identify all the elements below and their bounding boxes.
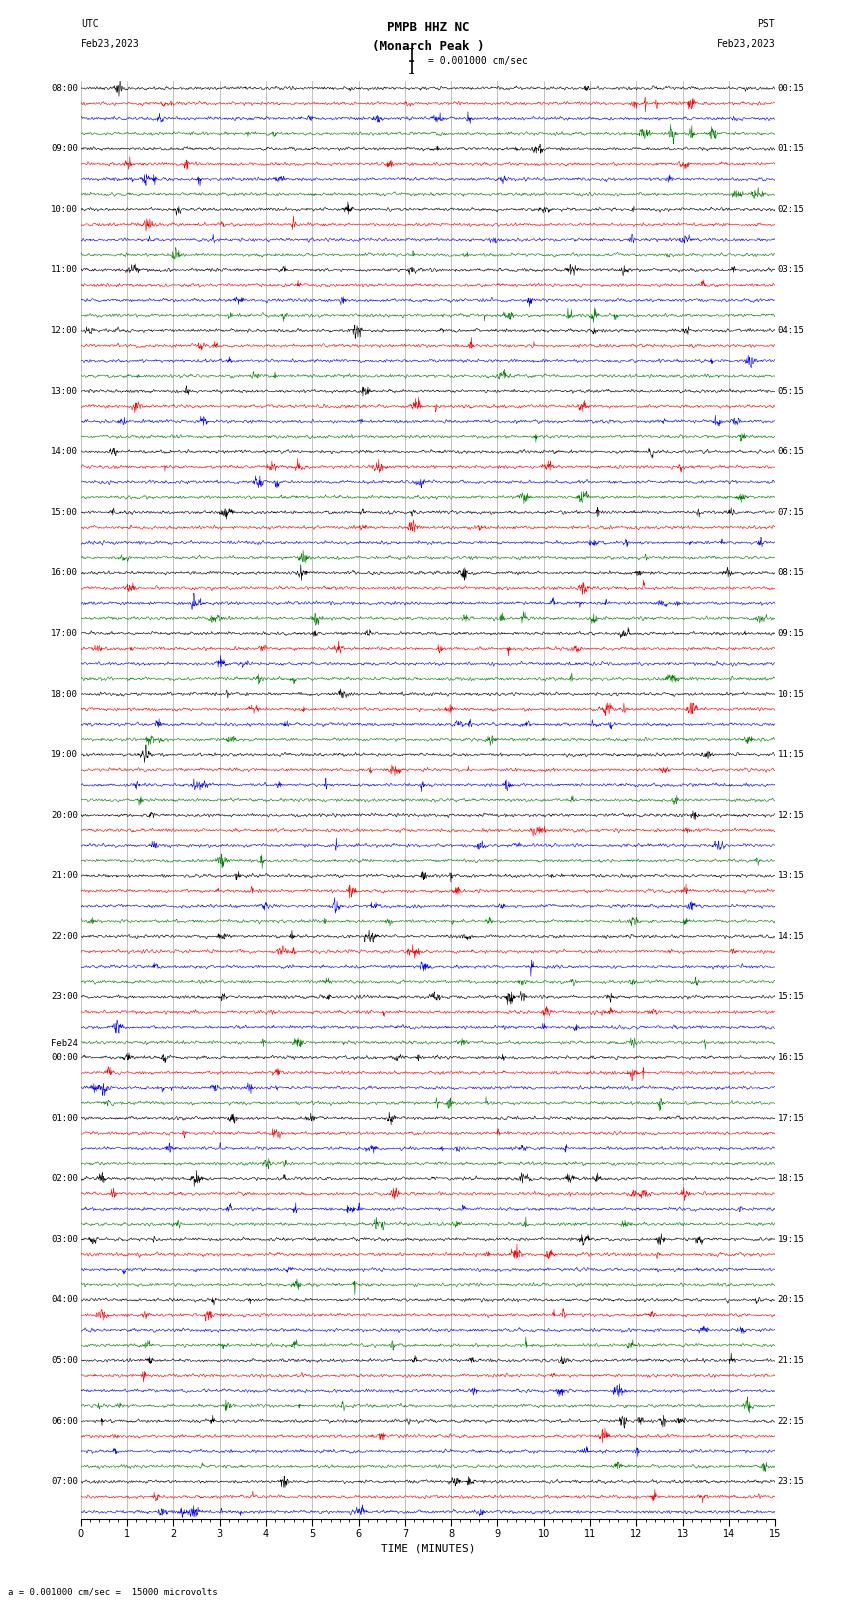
Text: a = 0.001000 cm/sec =  15000 microvolts: a = 0.001000 cm/sec = 15000 microvolts [8, 1587, 218, 1597]
Text: 17:00: 17:00 [51, 629, 78, 639]
Text: 04:15: 04:15 [778, 326, 805, 336]
Text: 22:15: 22:15 [778, 1416, 805, 1426]
Text: 13:15: 13:15 [778, 871, 805, 881]
Text: PMPB HHZ NC: PMPB HHZ NC [387, 21, 469, 34]
Text: 15:15: 15:15 [778, 992, 805, 1002]
Text: 10:15: 10:15 [778, 689, 805, 698]
Text: 08:15: 08:15 [778, 568, 805, 577]
Text: 18:15: 18:15 [778, 1174, 805, 1184]
Text: 17:15: 17:15 [778, 1113, 805, 1123]
Text: 19:00: 19:00 [51, 750, 78, 760]
X-axis label: TIME (MINUTES): TIME (MINUTES) [381, 1544, 475, 1553]
Text: = 0.001000 cm/sec: = 0.001000 cm/sec [428, 56, 528, 66]
Text: 06:15: 06:15 [778, 447, 805, 456]
Text: 04:00: 04:00 [51, 1295, 78, 1305]
Text: 07:00: 07:00 [51, 1478, 78, 1486]
Text: 00:15: 00:15 [778, 84, 805, 92]
Text: 09:15: 09:15 [778, 629, 805, 639]
Text: 03:00: 03:00 [51, 1236, 78, 1244]
Text: 01:15: 01:15 [778, 144, 805, 153]
Text: 19:15: 19:15 [778, 1236, 805, 1244]
Text: 16:00: 16:00 [51, 568, 78, 577]
Text: 11:00: 11:00 [51, 266, 78, 274]
Text: 11:15: 11:15 [778, 750, 805, 760]
Text: (Monarch Peak ): (Monarch Peak ) [371, 40, 484, 53]
Text: 10:00: 10:00 [51, 205, 78, 215]
Text: 08:00: 08:00 [51, 84, 78, 92]
Text: UTC: UTC [81, 19, 99, 29]
Text: 22:00: 22:00 [51, 932, 78, 940]
Text: 14:15: 14:15 [778, 932, 805, 940]
Text: 18:00: 18:00 [51, 689, 78, 698]
Text: 12:00: 12:00 [51, 326, 78, 336]
Text: 21:00: 21:00 [51, 871, 78, 881]
Text: 20:00: 20:00 [51, 811, 78, 819]
Text: Feb24: Feb24 [51, 1039, 78, 1048]
Text: 06:00: 06:00 [51, 1416, 78, 1426]
Text: 05:15: 05:15 [778, 387, 805, 395]
Text: 23:00: 23:00 [51, 992, 78, 1002]
Text: 14:00: 14:00 [51, 447, 78, 456]
Text: 09:00: 09:00 [51, 144, 78, 153]
Text: Feb23,2023: Feb23,2023 [81, 39, 139, 48]
Text: 02:00: 02:00 [51, 1174, 78, 1184]
Text: 03:15: 03:15 [778, 266, 805, 274]
Text: 16:15: 16:15 [778, 1053, 805, 1061]
Text: 21:15: 21:15 [778, 1357, 805, 1365]
Text: PST: PST [757, 19, 775, 29]
Text: 23:15: 23:15 [778, 1478, 805, 1486]
Text: 00:00: 00:00 [51, 1053, 78, 1061]
Text: 13:00: 13:00 [51, 387, 78, 395]
Text: 07:15: 07:15 [778, 508, 805, 516]
Text: Feb23,2023: Feb23,2023 [717, 39, 775, 48]
Text: 15:00: 15:00 [51, 508, 78, 516]
Text: 01:00: 01:00 [51, 1113, 78, 1123]
Text: 02:15: 02:15 [778, 205, 805, 215]
Text: 20:15: 20:15 [778, 1295, 805, 1305]
Text: 05:00: 05:00 [51, 1357, 78, 1365]
Text: 12:15: 12:15 [778, 811, 805, 819]
